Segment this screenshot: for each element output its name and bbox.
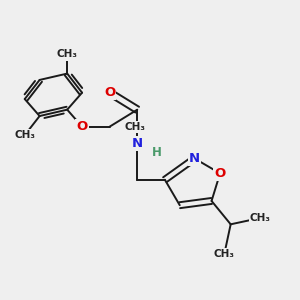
Text: N: N — [189, 152, 200, 165]
Text: CH₃: CH₃ — [57, 50, 78, 59]
Text: N: N — [132, 137, 143, 150]
Text: O: O — [76, 120, 88, 133]
Text: CH₃: CH₃ — [214, 249, 235, 259]
Text: CH₃: CH₃ — [250, 213, 271, 223]
Text: CH₃: CH₃ — [14, 130, 35, 140]
Text: O: O — [214, 167, 226, 180]
Text: H: H — [152, 146, 161, 159]
Text: CH₃: CH₃ — [124, 122, 146, 132]
Text: O: O — [104, 86, 115, 99]
